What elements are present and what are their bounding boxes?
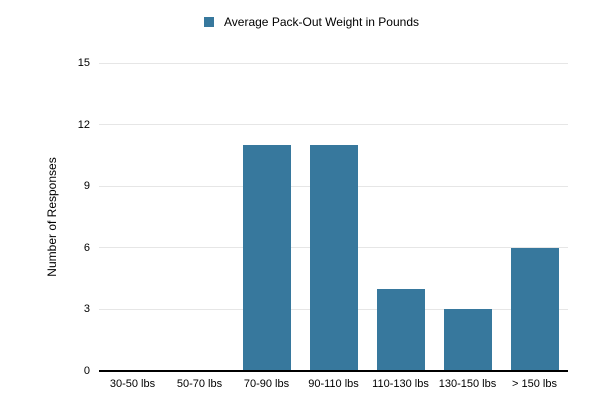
gridline-y-15 bbox=[99, 62, 568, 64]
x-tick-label-6: > 150 lbs bbox=[512, 378, 557, 390]
y-tick-label-9: 9 bbox=[83, 180, 90, 193]
x-tick-label-1: 50-70 lbs bbox=[176, 378, 223, 390]
x-axis-line bbox=[99, 370, 568, 372]
x-tick-label-0: 30-50 lbs bbox=[109, 378, 156, 390]
y-tick-label-0: 0 bbox=[83, 365, 90, 377]
y-tick-label-3: 3 bbox=[83, 303, 90, 316]
legend-label: Average Pack-Out Weight in Pounds bbox=[224, 15, 419, 29]
gridline-y-12 bbox=[99, 124, 568, 126]
x-tick-label-2: 70-90 lbs bbox=[243, 378, 290, 390]
y-tick-label-12: 12 bbox=[77, 118, 90, 131]
bar-90-110-lbs bbox=[309, 145, 358, 371]
x-tick-label-4: 110-130 lbs bbox=[372, 378, 429, 390]
y-tick-label-6: 6 bbox=[83, 241, 90, 254]
bar-70-90-lbs bbox=[242, 145, 291, 371]
bar-130-150-lbs bbox=[443, 309, 492, 371]
x-tick-label-5: 130-150 lbs bbox=[438, 378, 497, 390]
y-axis-title: Number of Responses bbox=[45, 157, 59, 277]
legend-swatch bbox=[204, 17, 214, 27]
y-tick-label-15: 15 bbox=[77, 57, 90, 69]
x-tick-label-3: 90-110 lbs bbox=[308, 378, 359, 390]
bar--150-lbs bbox=[510, 247, 559, 371]
bar-110-130-lbs bbox=[376, 288, 425, 371]
chart-legend: Average Pack-Out Weight in Pounds bbox=[204, 15, 419, 29]
